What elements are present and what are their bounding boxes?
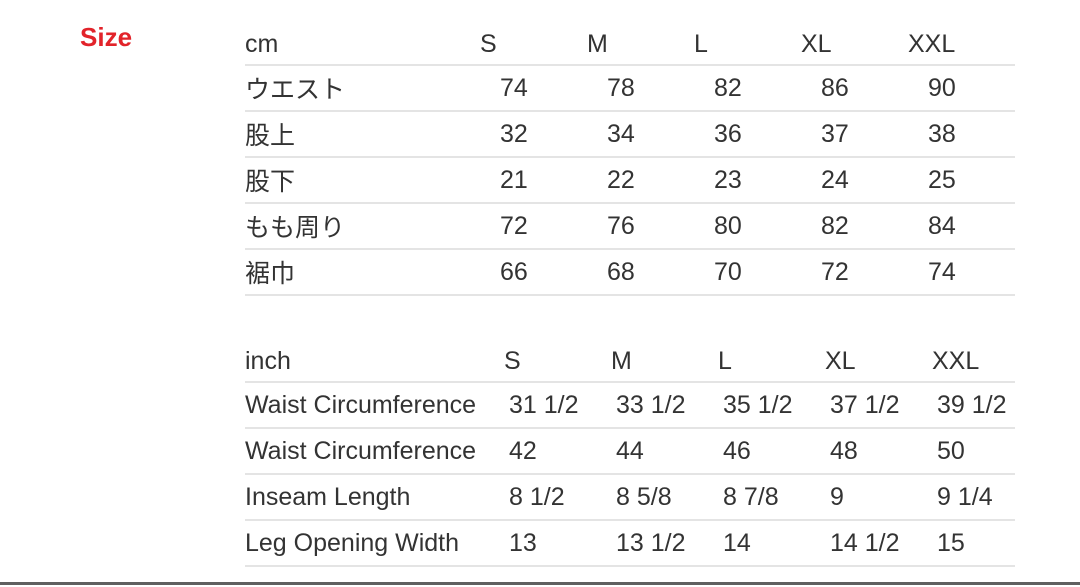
table-row-waist2-inch: Waist Circumference 42 44 46 48 50	[245, 428, 1015, 475]
table-row-leg-opening-inch: Leg Opening Width 13 13 1/2 14 14 1/2 15	[245, 520, 1015, 567]
table-row-inseam-cm: 股下 21 22 23 24 25	[245, 157, 1015, 204]
table-row-waist-cm: ウエスト 74 78 82 86 90	[245, 65, 1015, 112]
size-value: 33 1/2	[587, 382, 694, 429]
inch-header-row: inch S M L XL XXL	[245, 341, 1015, 383]
row-label: Waist Circumference	[245, 382, 480, 429]
size-value: 9 1/4	[908, 474, 1015, 521]
size-chart-inch: inch S M L XL XXL Waist Circumference 31…	[245, 341, 1015, 567]
size-value: 34	[587, 111, 694, 158]
size-value: 74	[480, 65, 587, 112]
row-label: 裾巾	[245, 249, 480, 296]
column-header-s: S	[480, 341, 587, 383]
size-value: 46	[694, 428, 801, 475]
column-header-l: L	[694, 24, 801, 66]
row-label: Leg Opening Width	[245, 520, 480, 567]
table-row-waist-inch: Waist Circumference 31 1/2 33 1/2 35 1/2…	[245, 382, 1015, 429]
size-value: 8 7/8	[694, 474, 801, 521]
size-value: 13 1/2	[587, 520, 694, 567]
table-row-rise-cm: 股上 32 34 36 37 38	[245, 111, 1015, 158]
size-value: 66	[480, 249, 587, 296]
size-value: 86	[801, 65, 908, 112]
size-value: 21	[480, 157, 587, 204]
unit-label-cm: cm	[245, 24, 480, 66]
size-value: 9	[801, 474, 908, 521]
size-label: Size	[80, 22, 133, 52]
size-value: 42	[480, 428, 587, 475]
size-value: 31 1/2	[480, 382, 587, 429]
size-value: 50	[908, 428, 1015, 475]
unit-label-inch: inch	[245, 341, 480, 383]
size-value: 37 1/2	[801, 382, 908, 429]
column-header-xl: XL	[801, 341, 908, 383]
row-label: Waist Circumference	[245, 428, 480, 475]
column-header-xxl: XXL	[908, 24, 1015, 66]
row-label: もも周り	[245, 203, 480, 250]
size-value: 82	[801, 203, 908, 250]
size-chart-cm: cm S M L XL XXL ウエスト 74 78 82 86 90 股上 3…	[245, 24, 1015, 296]
size-value: 35 1/2	[694, 382, 801, 429]
size-value: 80	[694, 203, 801, 250]
size-value: 38	[908, 111, 1015, 158]
size-value: 32	[480, 111, 587, 158]
row-label: Inseam Length	[245, 474, 480, 521]
size-value: 70	[694, 249, 801, 296]
size-value: 74	[908, 249, 1015, 296]
size-value: 8 1/2	[480, 474, 587, 521]
size-value: 24	[801, 157, 908, 204]
size-value: 78	[587, 65, 694, 112]
cm-header-row: cm S M L XL XXL	[245, 24, 1015, 66]
row-label: ウエスト	[245, 65, 480, 112]
size-value: 68	[587, 249, 694, 296]
column-header-l: L	[694, 341, 801, 383]
size-value: 72	[480, 203, 587, 250]
size-value: 76	[587, 203, 694, 250]
size-value: 23	[694, 157, 801, 204]
size-value: 14	[694, 520, 801, 567]
size-value: 48	[801, 428, 908, 475]
row-label: 股上	[245, 111, 480, 158]
size-value: 36	[694, 111, 801, 158]
size-value: 8 5/8	[587, 474, 694, 521]
size-value: 15	[908, 520, 1015, 567]
size-value: 25	[908, 157, 1015, 204]
column-header-s: S	[480, 24, 587, 66]
size-value: 37	[801, 111, 908, 158]
column-header-m: M	[587, 24, 694, 66]
column-header-xl: XL	[801, 24, 908, 66]
size-value: 84	[908, 203, 1015, 250]
size-value: 72	[801, 249, 908, 296]
table-row-thigh-cm: もも周り 72 76 80 82 84	[245, 203, 1015, 250]
size-value: 13	[480, 520, 587, 567]
size-value: 90	[908, 65, 1015, 112]
size-value: 39 1/2	[908, 382, 1015, 429]
column-header-m: M	[587, 341, 694, 383]
size-value: 44	[587, 428, 694, 475]
size-value: 22	[587, 157, 694, 204]
size-chart-section: cm S M L XL XXL ウエスト 74 78 82 86 90 股上 3…	[245, 24, 1015, 567]
table-row-hem-cm: 裾巾 66 68 70 72 74	[245, 249, 1015, 296]
row-label: 股下	[245, 157, 480, 204]
window-bottom-edge	[0, 582, 1080, 585]
size-value: 14 1/2	[801, 520, 908, 567]
size-value: 82	[694, 65, 801, 112]
table-row-inseam-inch: Inseam Length 8 1/2 8 5/8 8 7/8 9 9 1/4	[245, 474, 1015, 521]
column-header-xxl: XXL	[908, 341, 1015, 383]
